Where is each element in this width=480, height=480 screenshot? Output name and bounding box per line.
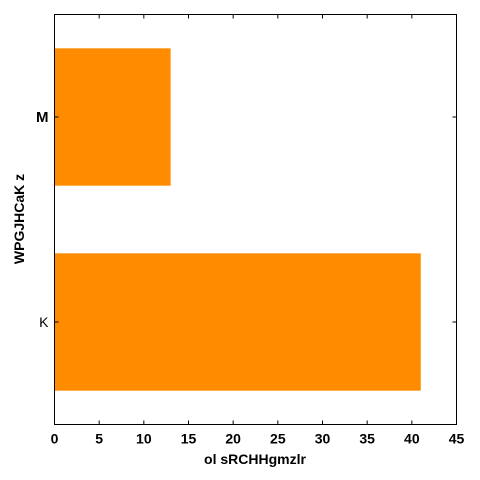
x-tick-label: 35 bbox=[359, 431, 375, 447]
x-axis-label: ol sRCHHgmzlr bbox=[204, 451, 306, 467]
x-tick-label: 40 bbox=[404, 431, 420, 447]
y-tick-labels: KM bbox=[36, 109, 49, 330]
x-tick-label: 30 bbox=[315, 431, 331, 447]
x-tick-label: 15 bbox=[181, 431, 197, 447]
y-tick-label: K bbox=[39, 314, 49, 330]
x-tick-label: 25 bbox=[270, 431, 286, 447]
bar-m bbox=[54, 48, 171, 186]
x-tick-label: 10 bbox=[136, 431, 152, 447]
bar-k bbox=[54, 253, 421, 391]
y-tick-label: M bbox=[36, 109, 49, 126]
y-axis-label: WPGJHCaK z bbox=[11, 174, 27, 264]
x-tick-label: 0 bbox=[51, 431, 59, 447]
bars-group bbox=[54, 48, 421, 391]
plot-frame bbox=[54, 14, 457, 425]
x-tick-label: 20 bbox=[225, 431, 241, 447]
x-tick-label: 5 bbox=[95, 431, 103, 447]
x-tick-label: 45 bbox=[449, 431, 465, 447]
x-tick-labels: 0 5 10 15 20 25 30 35 40 45 bbox=[51, 431, 465, 447]
